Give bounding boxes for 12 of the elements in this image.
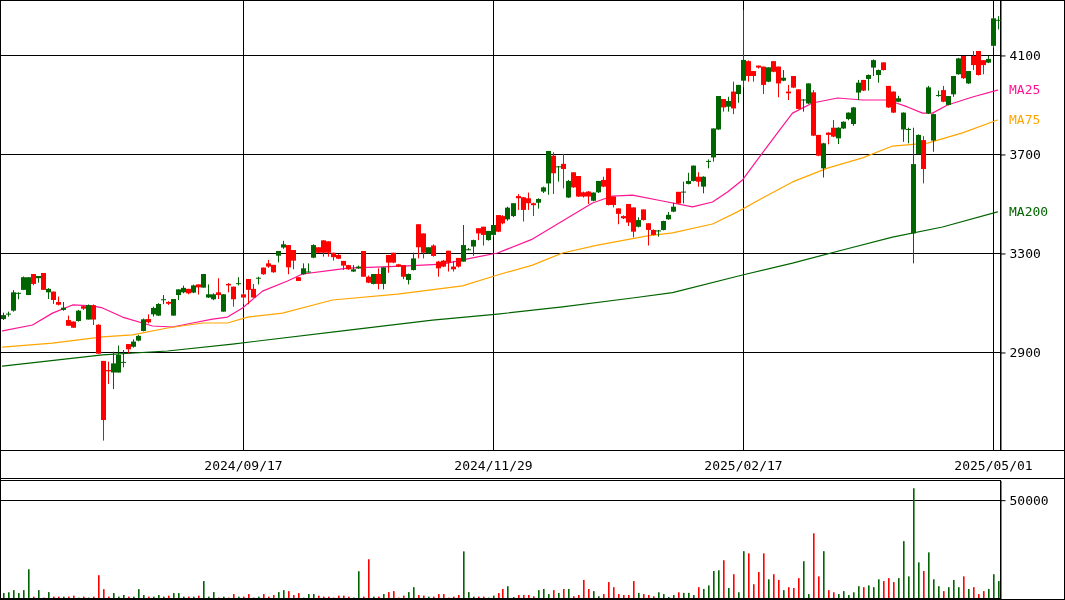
x-tick-label: 2024/09/17	[204, 458, 283, 474]
y-tick-label: 3700	[1009, 147, 1041, 163]
series-label: MA75	[1009, 112, 1041, 128]
y-tick-label: 3300	[1009, 246, 1041, 262]
x-tick-label: 2024/11/29	[454, 458, 533, 474]
y-tick-label: 4100	[1009, 48, 1041, 64]
series-label: MA200	[1009, 203, 1049, 219]
x-tick-label: 2025/05/01	[954, 458, 1033, 474]
x-tick-label: 2025/02/17	[704, 458, 783, 474]
y-tick-label: 50000	[1009, 492, 1049, 508]
y-tick-label: 2900	[1009, 345, 1041, 361]
series-label: MA25	[1009, 82, 1041, 98]
